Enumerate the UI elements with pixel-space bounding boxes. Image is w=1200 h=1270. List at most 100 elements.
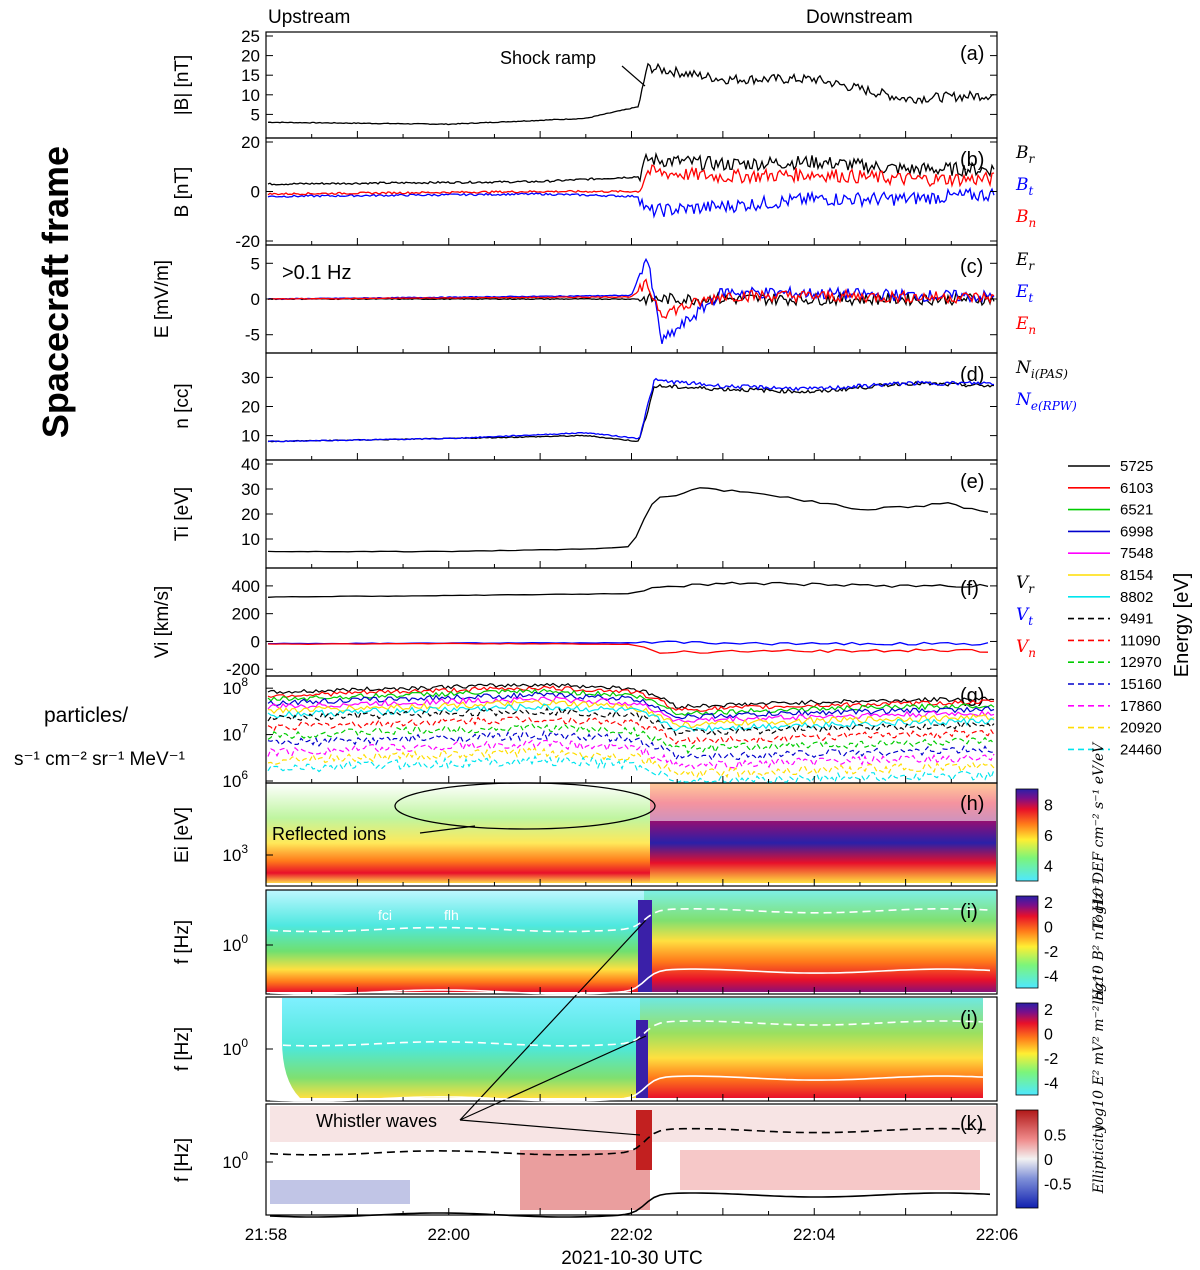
series-line-1-1 — [267, 186, 995, 219]
panel-letter: (f) — [960, 578, 979, 600]
colorbar-i — [1015, 895, 1039, 989]
colorbar-tick-label: -4 — [1044, 1076, 1058, 1093]
series-line-2-0 — [267, 291, 995, 307]
whistler-label: Whistler waves — [316, 1111, 437, 1131]
x-tick-label: 22:00 — [427, 1225, 470, 1244]
y-tick-label: -5 — [245, 326, 260, 345]
y-tick-label: 25 — [241, 27, 260, 46]
legend-entry: Bn — [1015, 207, 1036, 230]
upstream-label: Upstream — [268, 7, 350, 28]
y-tick-label: 20 — [241, 47, 260, 66]
y-axis-labels: |B| [nT] B [nT] E [mV/m] n [cc] Ti [eV] … — [152, 55, 193, 1182]
colorbar-label-h: log10 DEF cm⁻² s⁻¹ eV/eV — [1091, 741, 1107, 927]
legend-label: 5725 — [1120, 458, 1153, 475]
panel-letter: (a) — [960, 43, 984, 65]
legend-entry: Er — [1015, 250, 1035, 273]
colorbar-tick-label: 2 — [1044, 1002, 1053, 1019]
colorbar-h — [1015, 788, 1039, 882]
ylabel-k: f [Hz] — [172, 1138, 193, 1182]
flux-line-20920 — [267, 747, 995, 779]
y-tick-label: 107 — [222, 722, 248, 745]
legend-label: 9491 — [1120, 611, 1153, 628]
flux-units-line1: particles/ — [44, 704, 128, 727]
legend-entry: Vr — [1016, 573, 1035, 596]
ylabel-f: Vi [km/s] — [152, 586, 173, 659]
legend-label: 6103 — [1120, 480, 1153, 497]
heatmap-h — [266, 782, 996, 883]
colorbar-label-k: Ellipticity — [1091, 1124, 1107, 1195]
series-line-5-2 — [267, 642, 989, 654]
panel-letter: (i) — [960, 901, 978, 923]
colorbars — [1015, 788, 1039, 1209]
fci-curve — [269, 907, 991, 933]
panel-letter: (e) — [960, 471, 984, 493]
y-tick-label: 10 — [241, 86, 260, 105]
y-tick-label: 10 — [241, 427, 260, 446]
panel-letter: (j) — [960, 1008, 978, 1030]
legend-entry: Vn — [1016, 637, 1036, 660]
colorbar-tick-label: 0 — [1044, 920, 1053, 937]
flux-line-5725 — [267, 682, 995, 710]
flh-curve — [269, 1075, 991, 1102]
flux-line-7548 — [267, 696, 995, 723]
legend-label: 6998 — [1120, 523, 1153, 540]
panel-letter: (b) — [960, 149, 984, 171]
ylabel-i: f [Hz] — [172, 920, 193, 964]
colorbar-tick-label: -4 — [1044, 969, 1058, 986]
colorbar-tick-label: 0.5 — [1044, 1128, 1066, 1145]
y-tick-label: 30 — [241, 480, 260, 499]
legend-label: 11090 — [1120, 632, 1161, 649]
colorbar-k — [1015, 1109, 1039, 1209]
y-tick-label: 108 — [222, 675, 248, 698]
colorbar-tick-label: -0.5 — [1044, 1177, 1072, 1194]
legend-entry: Ni(PAS) — [1015, 358, 1068, 381]
frame-label: Spacecraft frame — [35, 146, 76, 438]
legend-entry: En — [1015, 314, 1036, 337]
ylabel-c: E [mV/m] — [152, 260, 173, 338]
y-tick-label: 5 — [251, 105, 260, 124]
colorbar-tick-label: 6 — [1044, 828, 1053, 845]
legend-entry: Vt — [1016, 605, 1033, 628]
flh-curve — [269, 1192, 991, 1218]
ylabel-j: f [Hz] — [172, 1027, 193, 1071]
flux-line-24460 — [267, 755, 995, 784]
flux-line-15160 — [267, 729, 994, 762]
y-tick-label: -20 — [235, 232, 260, 251]
y-tick-label: 0 — [251, 632, 260, 651]
panel-letter: (c) — [960, 256, 983, 278]
reflected-ions-label: Reflected ions — [272, 824, 386, 844]
panel-letter: (d) — [960, 364, 984, 386]
flux-line-9491 — [267, 706, 995, 737]
flh-curve — [269, 968, 991, 995]
flux-line-11090 — [267, 716, 995, 745]
colorbar-j — [1015, 1002, 1039, 1096]
flux-units-line2: s⁻¹ cm⁻² sr⁻¹ MeV⁻¹ — [14, 749, 185, 770]
legend-entry: Ne(RPW) — [1015, 390, 1077, 413]
legend-label: 17860 — [1120, 698, 1162, 715]
ylabel-e: Ti [eV] — [172, 487, 193, 541]
flux-line-8154 — [267, 699, 995, 729]
ylabel-h: Ei [eV] — [172, 807, 193, 863]
legend-entry: Br — [1015, 143, 1036, 166]
colorbar-tick-label: 0 — [1044, 1152, 1053, 1169]
heatmap-j — [282, 998, 983, 1098]
colorbar-tick-label: 4 — [1044, 859, 1053, 876]
legend-label: 24460 — [1120, 741, 1162, 758]
reflected-ions-arrow — [419, 825, 476, 834]
y-tick-label: 20 — [241, 398, 260, 417]
whistler-arrows — [459, 919, 647, 1136]
colorbar-tick-label: 0 — [1044, 1027, 1053, 1044]
legend-label: 7548 — [1120, 545, 1153, 562]
flux-line-6521 — [267, 688, 995, 717]
y-tick-label: 30 — [241, 368, 260, 387]
y-tick-label: 20 — [241, 133, 260, 152]
y-tick-label: 100 — [222, 932, 248, 955]
x-tick-label: 22:04 — [793, 1225, 836, 1244]
panel-letter: (k) — [960, 1113, 983, 1135]
shock-ramp-arrow — [621, 65, 646, 87]
y-tick-label: 200 — [232, 605, 260, 624]
x-tick-label: 22:02 — [610, 1225, 653, 1244]
ylabel-d: n [cc] — [172, 383, 193, 428]
